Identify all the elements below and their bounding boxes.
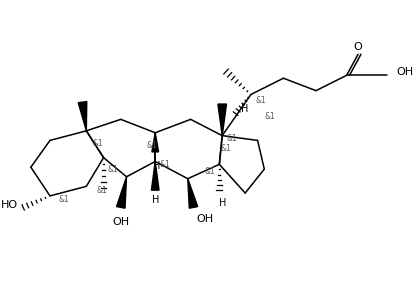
- Text: H: H: [219, 198, 226, 208]
- Text: H: H: [241, 104, 249, 114]
- Text: &1: &1: [204, 167, 215, 176]
- Text: HO: HO: [1, 200, 18, 210]
- Text: OH: OH: [396, 66, 414, 77]
- Polygon shape: [188, 179, 198, 208]
- Polygon shape: [117, 177, 126, 208]
- Polygon shape: [78, 102, 87, 131]
- Polygon shape: [151, 161, 159, 190]
- Text: &1: &1: [96, 186, 107, 195]
- Text: OH: OH: [196, 214, 214, 224]
- Text: &1: &1: [108, 165, 118, 174]
- Text: &1: &1: [255, 96, 266, 105]
- Text: &1: &1: [93, 139, 103, 148]
- Text: &1: &1: [58, 195, 69, 204]
- Text: &1: &1: [159, 160, 170, 169]
- Polygon shape: [218, 104, 226, 136]
- Text: O: O: [354, 42, 362, 52]
- Text: &1: &1: [265, 112, 275, 121]
- Text: &1: &1: [147, 141, 158, 150]
- Text: OH: OH: [112, 217, 129, 227]
- Text: &1: &1: [221, 144, 231, 152]
- Text: H: H: [151, 195, 159, 205]
- Text: H: H: [153, 161, 161, 171]
- Text: &1: &1: [226, 134, 237, 143]
- Polygon shape: [152, 133, 158, 152]
